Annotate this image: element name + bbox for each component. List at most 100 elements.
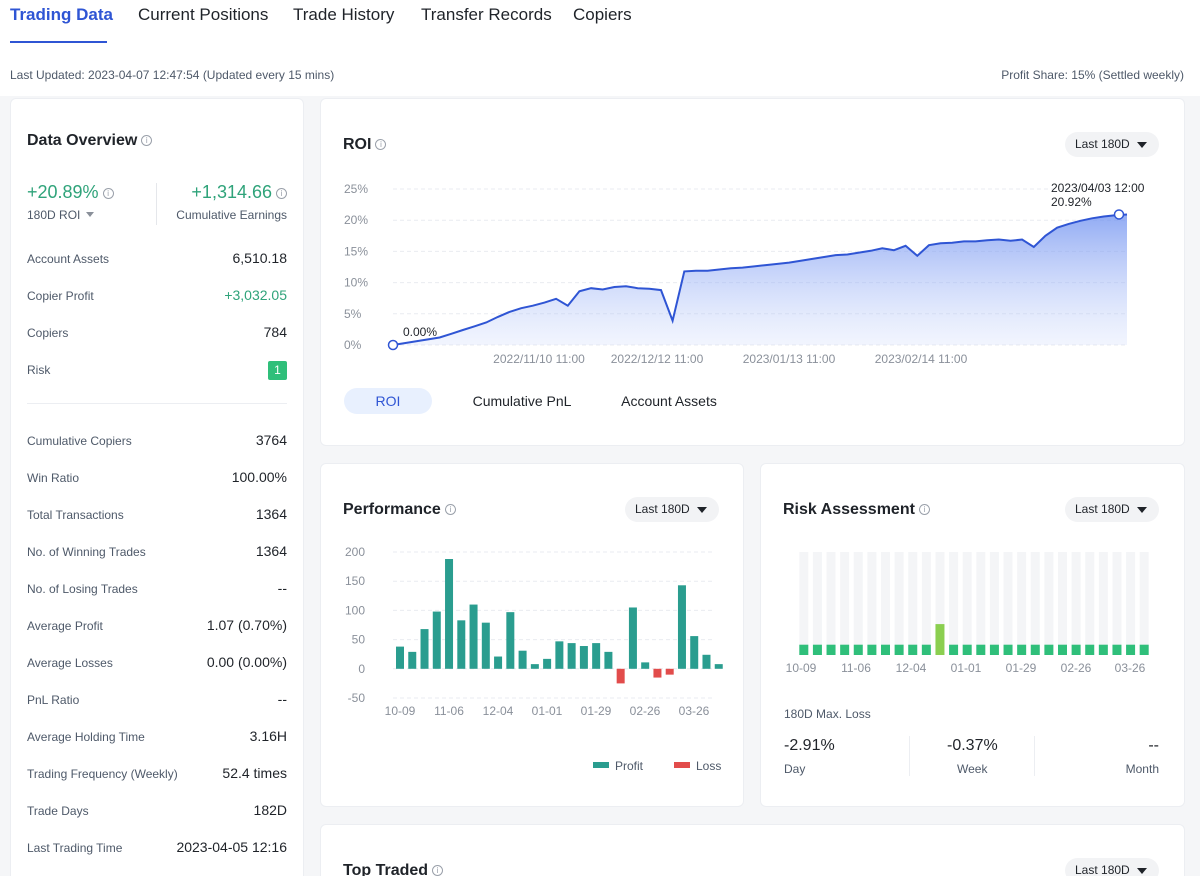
risk-level-bar — [1112, 644, 1122, 655]
tab-bar: Trading Data Current Positions Trade His… — [0, 0, 1200, 56]
perf-profit-bar — [567, 643, 576, 669]
chart-tab-account-assets[interactable]: Account Assets — [621, 393, 717, 409]
stat-label: Account Assets — [27, 252, 110, 266]
perf-x-tick-label: 12-04 — [483, 704, 514, 718]
perf-y-tick-label: 200 — [345, 545, 365, 559]
roi-value-text: +20.89% — [27, 182, 99, 202]
risk-bar-track — [908, 552, 918, 655]
info-icon[interactable]: i — [102, 188, 114, 199]
info-icon[interactable]: i — [375, 139, 387, 150]
info-icon[interactable]: i — [141, 135, 153, 146]
stat-value: 3764 — [255, 432, 287, 448]
divider — [1034, 736, 1035, 776]
max-loss-day-value: -2.91% — [784, 737, 835, 754]
risk-bar-track — [853, 552, 863, 655]
risk-level-bar — [976, 644, 986, 655]
stat-row: Cumulative Copiers 3764 — [27, 432, 287, 452]
risk-range-dropdown[interactable]: Last 180D — [1065, 497, 1159, 522]
tab-copiers[interactable]: Copiers — [573, 5, 632, 24]
perf-profit-bar — [408, 651, 417, 669]
tab-trade-history[interactable]: Trade History — [293, 5, 395, 24]
perf-profit-bar — [445, 559, 454, 669]
risk-level-bar — [853, 644, 863, 655]
perf-y-tick-label: 100 — [345, 603, 365, 617]
roi-chart: 0% 5% 10% 15% 20% 25% 0.00% 2023/04/03 12:0020.… — [344, 181, 1145, 366]
legend-profit: Profit — [593, 759, 643, 773]
risk-level-bar — [1071, 644, 1081, 655]
perf-x-tick-label: 03-26 — [679, 704, 710, 718]
roi-x-tick-label: 2023/02/14 11:00 — [875, 352, 968, 366]
top-traded-card: Top Traded i Last 180D — [320, 824, 1185, 876]
stat-label: Risk — [27, 363, 51, 377]
perf-profit-bar — [690, 636, 699, 669]
risk-bar-track — [1112, 552, 1122, 655]
stat-label: Win Ratio — [27, 471, 80, 485]
stat-row: Total Transactions 1364 — [27, 506, 287, 526]
legend-swatch-profit — [593, 762, 609, 768]
roi-title: ROI i — [343, 136, 387, 154]
perf-x-tick-label: 11-06 — [434, 704, 464, 718]
roi-y-tick-label: 20% — [344, 213, 368, 227]
perf-profit-bar — [494, 656, 503, 669]
risk-level-bar — [840, 644, 850, 655]
risk-level-bar — [1044, 644, 1054, 655]
data-overview-title-text: Data Overview — [27, 132, 138, 149]
perf-profit-bar — [604, 651, 613, 669]
stat-row: Trading Frequency (Weekly) 52.4 times — [27, 765, 287, 785]
caret-down-icon — [1137, 142, 1147, 148]
risk-bar-track — [1003, 552, 1013, 655]
info-icon[interactable]: i — [444, 504, 456, 515]
chart-tab-cumulative-pnl[interactable]: Cumulative PnL — [472, 393, 572, 409]
perf-profit-bar — [677, 585, 686, 669]
stat-value: 1364 — [255, 543, 287, 559]
info-icon[interactable]: i — [918, 504, 930, 515]
perf-y-tick-label: -50 — [348, 691, 366, 705]
data-overview-title: Data Overview i — [27, 132, 153, 150]
meta-row: Last Updated: 2023-04-07 12:47:54 (Updat… — [0, 56, 1200, 96]
info-icon[interactable]: i — [432, 865, 444, 876]
stat-row: Win Ratio 100.00% — [27, 469, 287, 489]
risk-level-bar — [1085, 644, 1095, 655]
perf-profit-bar — [641, 662, 650, 669]
perf-profit-bar — [702, 654, 711, 669]
risk-level-bar — [1139, 644, 1149, 655]
stat-risk: Risk 1 — [27, 361, 287, 381]
stat-label: No. of Losing Trades — [27, 582, 138, 596]
risk-level-bar — [894, 644, 904, 655]
perf-profit-bar — [714, 664, 723, 669]
perf-profit-bar — [543, 658, 552, 669]
top-traded-range-dropdown[interactable]: Last 180D — [1065, 858, 1159, 876]
risk-bar-track — [935, 552, 945, 655]
risk-level-bar — [1098, 644, 1108, 655]
stat-row: Average Profit 1.07 (0.70%) — [27, 617, 287, 637]
roi-y-tick-label: 0% — [344, 338, 362, 352]
perf-y-tick-label: 150 — [345, 574, 365, 588]
performance-range-dropdown[interactable]: Last 180D — [625, 497, 719, 522]
risk-assessment-title: Risk Assessment i — [783, 501, 930, 519]
tab-transfer-records[interactable]: Transfer Records — [421, 5, 552, 24]
stat-label: No. of Winning Trades — [27, 545, 146, 559]
chart-tab-roi[interactable]: ROI — [344, 388, 432, 414]
roi-start-label: 0.00% — [403, 325, 437, 339]
divider — [909, 736, 910, 776]
stat-row: Trade Days 182D — [27, 802, 287, 822]
tab-current-positions[interactable]: Current Positions — [138, 5, 269, 24]
risk-level-bar — [799, 644, 809, 655]
range-label: Last 180D — [635, 502, 690, 516]
perf-profit-bar — [518, 650, 527, 669]
caret-down-icon — [86, 212, 95, 217]
roi-range-dropdown[interactable]: Last 180D — [1065, 132, 1159, 157]
roi-period-selector[interactable]: 180D ROI — [27, 208, 95, 222]
stat-row: Average Losses 0.00 (0.00%) — [27, 654, 287, 674]
stat-value: 0.00 (0.00%) — [206, 654, 287, 670]
tab-trading-data[interactable]: Trading Data — [10, 5, 113, 24]
risk-x-tick-label: 03-26 — [1115, 661, 1146, 675]
stat-value: 6,510.18 — [232, 250, 288, 266]
roi-value: +20.89% i — [27, 182, 114, 203]
perf-profit-bar — [530, 664, 539, 669]
info-icon[interactable]: i — [276, 188, 287, 199]
stat-value: +3,032.05 — [224, 287, 287, 303]
perf-profit-bar — [555, 641, 564, 669]
roi-period-label: 180D ROI — [27, 208, 81, 222]
risk-bar-track — [1071, 552, 1081, 655]
